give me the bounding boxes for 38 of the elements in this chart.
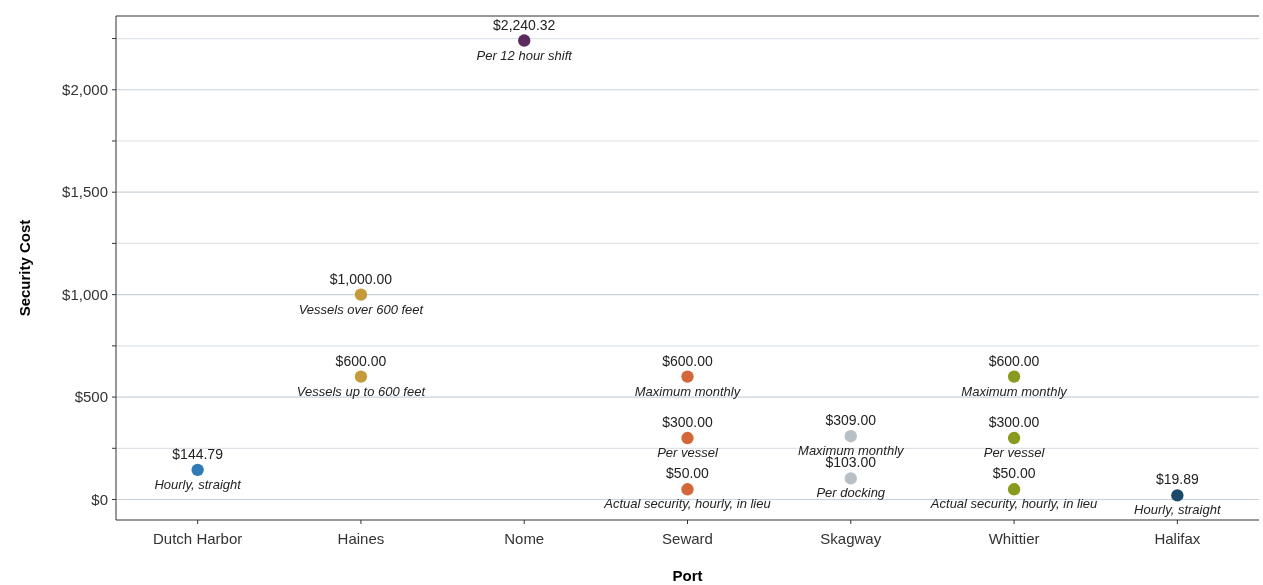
y-axis-title: Security Cost: [16, 219, 33, 317]
data-label: $300.00: [988, 414, 1040, 431]
data-label: $600.00: [662, 352, 714, 369]
x-tick-label: Halifax: [1154, 530, 1201, 547]
x-tick-label: Seward: [662, 530, 713, 547]
x-tick-label: Skagway: [820, 530, 882, 547]
data-label: $2,240.32: [493, 16, 556, 33]
data-label: $50.00: [992, 465, 1036, 482]
y-tick-label: $1,000: [62, 285, 108, 303]
x-tick-label: Nome: [504, 530, 545, 547]
annotation: Per vessel: [983, 445, 1046, 461]
data-label: $600.00: [988, 352, 1040, 369]
x-tick-label: Haines: [337, 530, 385, 547]
y-tick-label: $0: [91, 490, 108, 508]
data-label: $309.00: [825, 412, 877, 429]
data-label: $50.00: [666, 465, 710, 482]
annotation: Hourly, straight: [1134, 502, 1222, 518]
y-tick-label: $500: [74, 388, 108, 406]
annotation: Hourly, straight: [154, 476, 243, 492]
y-tick-label: $2,000: [62, 81, 108, 99]
x-tick-label: Whittier: [988, 530, 1040, 547]
annotation: Maximum monthly: [634, 383, 742, 399]
x-axis-title: Port: [672, 567, 703, 584]
annotation: Actual security, hourly, in lieu: [603, 496, 771, 512]
annotation: Maximum monthly: [961, 383, 1069, 399]
data-label: $19.89: [1155, 471, 1199, 488]
annotation: Per docking: [816, 485, 886, 501]
annotation: Per vessel: [657, 445, 719, 461]
data-label: $144.79: [172, 445, 224, 462]
annotation: Per 12 hour shift: [476, 47, 574, 63]
annotation: Vessels up to 600 feet: [296, 383, 427, 399]
annotation: Vessels over 600 feet: [298, 301, 425, 317]
data-label: $300.00: [662, 414, 714, 431]
x-tick-label: Dutch Harbor: [153, 530, 243, 547]
data-label: $1,000.00: [329, 270, 393, 287]
annotation: Actual security, hourly, in lieu: [929, 496, 1098, 512]
data-label: $600.00: [335, 352, 387, 369]
y-tick-label: $1,500: [62, 183, 108, 201]
